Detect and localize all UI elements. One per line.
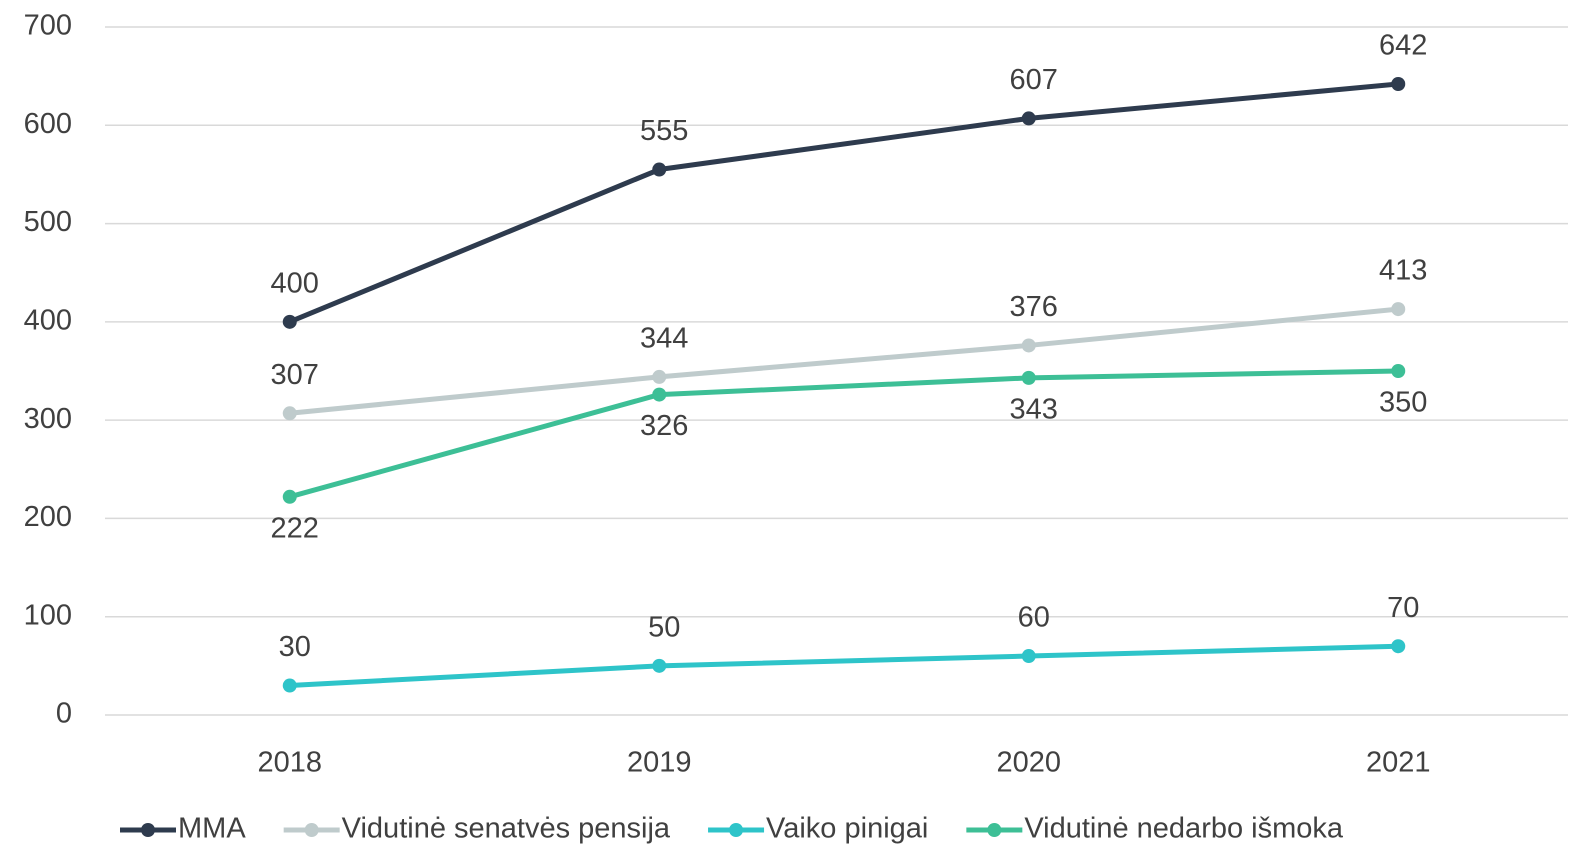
data-label: 607 xyxy=(1010,64,1058,96)
x-tick-label: 2018 xyxy=(257,747,322,779)
data-label: 413 xyxy=(1379,255,1427,287)
series-line xyxy=(289,643,1399,689)
data-label: 400 xyxy=(271,268,319,300)
point xyxy=(1391,77,1406,92)
point xyxy=(652,658,667,673)
point xyxy=(652,162,667,177)
y-tick-label: 0 xyxy=(56,698,72,730)
point xyxy=(1021,649,1036,664)
point xyxy=(282,489,297,504)
y-tick-label: 100 xyxy=(24,599,72,631)
data-label: 307 xyxy=(271,359,319,391)
point xyxy=(282,678,297,693)
legend-label: Vidutinė senatvės pensija xyxy=(342,813,671,845)
data-label: 60 xyxy=(1018,602,1050,634)
y-tick-label: 500 xyxy=(24,206,72,238)
point xyxy=(1021,111,1036,126)
legend-label: Vaiko pinigai xyxy=(766,813,928,845)
point xyxy=(1391,639,1406,654)
point xyxy=(1391,302,1406,317)
legend-label: MMA xyxy=(178,813,246,845)
data-label: 70 xyxy=(1387,592,1419,624)
legend-label: Vidutinė nedarbo išmoka xyxy=(1024,813,1344,845)
series-line xyxy=(289,306,1399,416)
x-tick-label: 2019 xyxy=(627,747,692,779)
data-label: 50 xyxy=(648,612,680,644)
point xyxy=(282,314,297,329)
legend-marker xyxy=(141,823,155,837)
series-line xyxy=(288,81,1399,325)
y-tick-label: 200 xyxy=(24,501,72,533)
data-label: 222 xyxy=(271,512,319,544)
point xyxy=(652,369,667,384)
y-tick-label: 700 xyxy=(24,10,72,42)
point xyxy=(1021,338,1036,353)
point xyxy=(1021,370,1036,385)
x-tick-label: 2020 xyxy=(996,747,1061,779)
data-label: 343 xyxy=(1010,394,1058,426)
data-label: 376 xyxy=(1010,291,1058,323)
data-label: 642 xyxy=(1379,30,1427,62)
legend-marker xyxy=(729,823,744,837)
y-tick-label: 300 xyxy=(24,403,72,435)
data-label: 326 xyxy=(640,410,688,442)
data-label: 344 xyxy=(640,323,688,355)
y-tick-label: 400 xyxy=(24,305,72,337)
point xyxy=(282,406,297,421)
legend-marker xyxy=(987,823,1002,837)
y-tick-label: 600 xyxy=(24,108,72,140)
point xyxy=(1391,364,1406,378)
data-label: 350 xyxy=(1379,387,1427,419)
series-line xyxy=(289,368,1399,500)
data-label: 555 xyxy=(640,115,688,147)
data-label: 30 xyxy=(279,631,311,663)
x-tick-label: 2021 xyxy=(1366,747,1431,779)
legend-marker xyxy=(304,823,319,837)
point xyxy=(652,387,667,402)
